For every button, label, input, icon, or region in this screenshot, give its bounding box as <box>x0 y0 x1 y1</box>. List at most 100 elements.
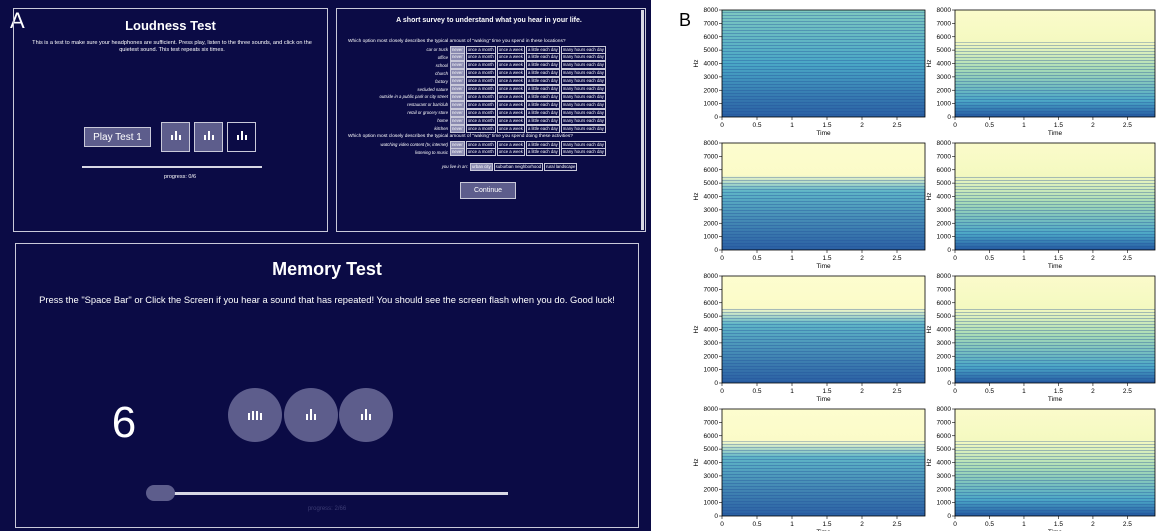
option[interactable]: once a month <box>466 93 496 101</box>
option[interactable]: a little each day <box>526 109 560 117</box>
y-tick-label: 2000 <box>937 486 952 493</box>
option[interactable]: many hours each day <box>561 101 606 109</box>
continue-button[interactable]: Continue <box>460 182 516 199</box>
option[interactable]: once a week <box>497 101 525 109</box>
option[interactable]: a little each day <box>526 85 560 93</box>
option[interactable]: once a week <box>497 93 525 101</box>
option[interactable]: once a month <box>466 46 496 54</box>
option[interactable]: once a week <box>497 69 525 77</box>
x-tick-label: 0 <box>720 521 724 528</box>
option[interactable]: never <box>450 69 465 77</box>
x-tick-label: 0.5 <box>752 122 761 129</box>
option[interactable]: many hours each day <box>561 46 606 54</box>
option[interactable]: many hours each day <box>561 148 606 156</box>
option[interactable]: many hours each day <box>561 61 606 69</box>
figure: A Loudness Test This is a test to make s… <box>0 0 1160 531</box>
y-tick-label: 2000 <box>937 353 952 360</box>
option[interactable]: a little each day <box>526 148 560 156</box>
x-tick-label: 2 <box>1091 255 1095 262</box>
sound-circle[interactable] <box>284 388 338 442</box>
option[interactable]: never <box>450 77 465 85</box>
spectrogram-grid: 01000200030004000500060007000800000.511.… <box>650 0 1160 531</box>
spectrogram-texture <box>955 175 1155 250</box>
option[interactable]: a little each day <box>526 61 560 69</box>
option[interactable]: never <box>450 61 465 69</box>
option[interactable]: once a week <box>497 109 525 117</box>
option[interactable]: once a week <box>497 77 525 85</box>
sound-button[interactable] <box>194 122 223 152</box>
x-tick-label: 1.5 <box>1054 521 1063 528</box>
option[interactable]: a little each day <box>526 46 560 54</box>
option[interactable]: a little each day <box>526 141 560 149</box>
row-label: restaurant or bar/club <box>344 102 450 107</box>
spectrogram-texture <box>722 10 925 117</box>
option[interactable]: once a month <box>466 125 496 133</box>
option[interactable]: many hours each day <box>561 93 606 101</box>
option[interactable]: once a month <box>466 61 496 69</box>
x-tick-label: 1.5 <box>822 521 831 528</box>
option[interactable]: never <box>450 117 465 125</box>
option[interactable]: never <box>450 101 465 109</box>
option[interactable]: never <box>450 141 465 149</box>
option[interactable]: once a week <box>497 53 525 61</box>
option[interactable]: a little each day <box>526 117 560 125</box>
y-tick-label: 4000 <box>704 61 719 68</box>
x-tick-label: 1 <box>1022 521 1026 528</box>
option[interactable]: once a month <box>466 141 496 149</box>
option[interactable]: a little each day <box>526 69 560 77</box>
option[interactable]: a little each day <box>526 53 560 61</box>
option[interactable]: once a month <box>466 148 496 156</box>
survey-row: outside in a public park or city streetn… <box>344 93 644 100</box>
option[interactable]: once a week <box>497 141 525 149</box>
option[interactable]: many hours each day <box>561 69 606 77</box>
option[interactable]: a little each day <box>526 93 560 101</box>
play-button[interactable]: Play Test 1 <box>84 127 151 147</box>
option[interactable]: many hours each day <box>561 77 606 85</box>
sound-circle[interactable] <box>339 388 393 442</box>
option[interactable]: never <box>450 148 465 156</box>
option[interactable]: a little each day <box>526 125 560 133</box>
x-tick-label: 0 <box>953 521 957 528</box>
option[interactable]: never <box>450 109 465 117</box>
option[interactable]: once a week <box>497 117 525 125</box>
memory-instructions: Press the "Space Bar" or Click the Scree… <box>15 294 639 305</box>
option[interactable]: a little each day <box>526 77 560 85</box>
option[interactable]: once a month <box>466 117 496 125</box>
option[interactable]: never <box>450 53 465 61</box>
option[interactable]: never <box>450 46 465 54</box>
spectrogram-texture <box>722 441 925 516</box>
option[interactable]: once a month <box>466 77 496 85</box>
spectrogram-texture <box>955 42 1155 117</box>
option[interactable]: once a week <box>497 46 525 54</box>
option[interactable]: never <box>450 93 465 101</box>
option[interactable]: many hours each day <box>561 109 606 117</box>
y-tick-label: 7000 <box>704 20 719 27</box>
option[interactable]: many hours each day <box>561 53 606 61</box>
x-tick-label: 2.5 <box>1123 255 1132 262</box>
option[interactable]: once a week <box>497 61 525 69</box>
option[interactable]: once a month <box>466 69 496 77</box>
option[interactable]: a little each day <box>526 101 560 109</box>
progress-bar <box>150 492 508 495</box>
survey-row: listening to musicneveronce a monthonce … <box>344 149 644 156</box>
option[interactable]: never <box>450 85 465 93</box>
option[interactable]: many hours each day <box>561 85 606 93</box>
sound-button[interactable] <box>161 122 190 152</box>
option[interactable]: suburban neighborhood <box>494 163 543 171</box>
option[interactable]: once a month <box>466 85 496 93</box>
sound-button[interactable] <box>227 122 256 152</box>
option[interactable]: once a week <box>497 85 525 93</box>
option[interactable]: once a month <box>466 101 496 109</box>
option[interactable]: many hours each day <box>561 125 606 133</box>
option[interactable]: once a week <box>497 148 525 156</box>
option[interactable]: once a week <box>497 125 525 133</box>
option[interactable]: urban city <box>470 163 493 171</box>
option[interactable]: many hours each day <box>561 141 606 149</box>
option[interactable]: once a month <box>466 109 496 117</box>
option[interactable]: many hours each day <box>561 117 606 125</box>
option[interactable]: never <box>450 125 465 133</box>
sound-circle[interactable] <box>228 388 282 442</box>
option[interactable]: once a month <box>466 53 496 61</box>
option[interactable]: rural landscape <box>544 163 577 171</box>
